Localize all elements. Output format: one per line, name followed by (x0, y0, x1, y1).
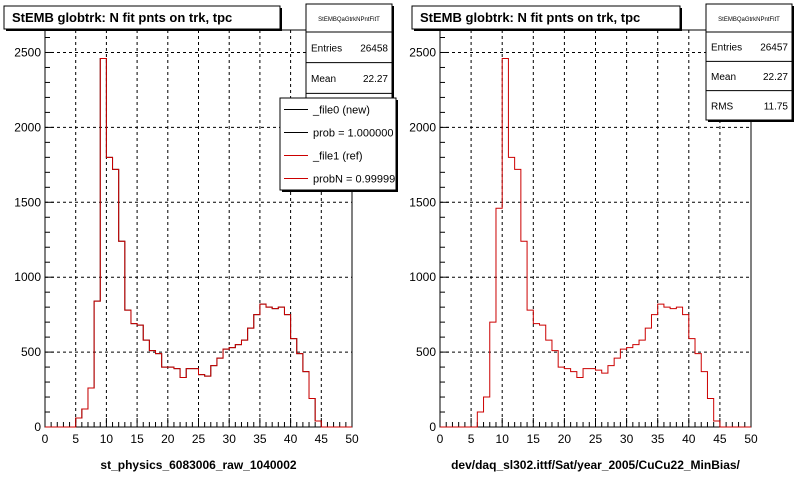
x-tick-label: 0 (42, 432, 49, 446)
legend-label: probN = 0.999999 (313, 174, 401, 186)
right-histogram-panel: 0 5 10 15 20 25 30 35 40 45 5005001000150020002500… (409, 3, 794, 472)
y-tick-label: 500 (416, 345, 436, 359)
stats-value: 11.75 (764, 101, 789, 112)
histogram-series-2 (45, 57, 352, 428)
stats-value: 22.27 (763, 72, 788, 83)
x-tick-label: 5 (72, 432, 79, 446)
x-tick-label: 20 (161, 432, 175, 446)
x-tick-label: 10 (100, 432, 114, 446)
x-tick-label: 30 (223, 432, 237, 446)
y-tick-label: 2500 (14, 45, 41, 59)
x-tick-label: 20 (558, 432, 572, 446)
chart-title: StEMB globtrk: N fit pnts on trk, tpc (12, 10, 232, 25)
legend-entries: _file0 (new) prob = 1.000000 _file1 (ref) p… (284, 105, 401, 186)
y-tick-label: 0 (429, 420, 436, 434)
x-tick-label: 50 (744, 432, 758, 446)
y-tick-label: 1500 (409, 195, 436, 209)
legend-label: _file0 (new) (312, 105, 370, 117)
x-tick-label: 0 (437, 432, 444, 446)
stats-histogram-name: StEMBQaGtrkNPntFitT (318, 17, 380, 23)
x-tick-label: 5 (468, 432, 475, 446)
x-tick-label: 35 (651, 432, 665, 446)
x-tick-label: 35 (253, 432, 267, 446)
x-tick-label: 45 (315, 432, 329, 446)
title-box (3, 5, 281, 30)
stats-label: Entries (711, 43, 742, 54)
legend-label: prob = 1.000000 (313, 128, 393, 140)
x-axis-label: st_physics_6083006_raw_1040002 (100, 458, 296, 472)
left-histogram-panel: 0 5 10 15 20 25 30 35 40 45 5005001000150020002500… (3, 3, 401, 472)
y-tick-label: 2000 (409, 120, 436, 134)
y-tick-label: 0 (34, 420, 41, 434)
legend-box (279, 97, 397, 191)
y-tick-label: 500 (21, 345, 41, 359)
stats-label: Entries (311, 43, 342, 54)
y-tick-label: 1000 (14, 270, 41, 284)
x-tick-label: 25 (192, 432, 206, 446)
x-tick-label: 40 (284, 432, 298, 446)
stats-histogram-name: StEMBQaGtrkNPntFitT (718, 17, 780, 23)
x-tick-label: 50 (345, 432, 359, 446)
stats-value: 26458 (360, 43, 388, 54)
x-tick-label: 15 (130, 432, 144, 446)
title-box (411, 5, 681, 30)
stats-value: 22.27 (363, 74, 388, 85)
y-tick-label: 1000 (409, 270, 436, 284)
x-tick-label: 15 (527, 432, 541, 446)
x-tick-label: 30 (620, 432, 634, 446)
stats-box (705, 3, 793, 121)
stats-value: 26457 (760, 43, 788, 54)
x-tick-label: 45 (713, 432, 727, 446)
y-tick-label: 1500 (14, 195, 41, 209)
x-axis-label: dev/daq_sl302.ittf/Sat/year_2005/CuCu22_… (451, 458, 740, 472)
y-tick-label: 2000 (14, 120, 41, 134)
stats-label: RMS (711, 101, 734, 112)
histogram-series-1 (440, 57, 751, 428)
legend-label: _file1 (ref) (312, 151, 363, 163)
chart-title: StEMB globtrk: N fit pnts on trk, tpc (420, 10, 640, 25)
stats-label: Mean (711, 72, 736, 83)
x-tick-label: 10 (496, 432, 510, 446)
stats-label: Mean (311, 74, 336, 85)
x-tick-label: 40 (682, 432, 696, 446)
x-tick-label: 25 (589, 432, 603, 446)
y-tick-label: 2500 (409, 45, 436, 59)
